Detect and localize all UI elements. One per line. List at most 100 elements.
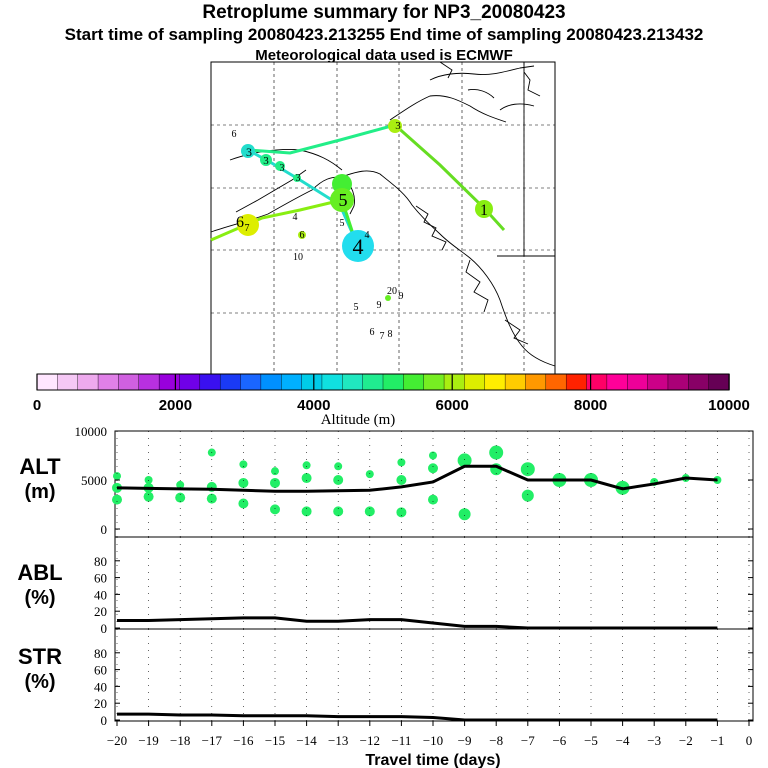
alt-cluster-point xyxy=(176,480,185,489)
alt-cluster-point xyxy=(457,453,472,468)
x-tick-label: −13 xyxy=(328,733,348,748)
colorbar-cell xyxy=(138,373,160,391)
trajectory-day-label: 20 xyxy=(387,286,397,297)
x-tick-label: −3 xyxy=(647,733,661,748)
colorbar-cell xyxy=(77,373,99,391)
altitude-colorbar: 0 2000 4000 6000 8000 10000 Altitude (m) xyxy=(33,373,750,428)
alt-cluster-point xyxy=(302,461,311,470)
colorbar-cell xyxy=(281,373,303,391)
x-tick-label: −17 xyxy=(202,733,223,748)
alt-cluster-point xyxy=(143,491,154,502)
alt-cluster-point xyxy=(271,467,279,476)
y-tick-label: 10000 xyxy=(75,424,108,439)
trajectory-day-label: 6 xyxy=(236,214,244,231)
panel-label-unit: (%) xyxy=(24,587,55,609)
colorbar-cell xyxy=(606,373,628,391)
colorbar-tick-label: 0 xyxy=(33,397,41,414)
colorbar-cell xyxy=(708,373,730,391)
colorbar-cell xyxy=(199,373,221,391)
trajectory-day-label: 3 xyxy=(263,155,269,167)
trajectory-marker xyxy=(330,188,354,212)
alt-cluster-point xyxy=(239,460,248,469)
alt-cluster-point xyxy=(301,506,312,517)
x-tick-label: −6 xyxy=(552,733,566,748)
trajectory-marker xyxy=(332,174,352,194)
trajectory-day-label: 4 xyxy=(365,230,370,241)
colorbar-cell xyxy=(688,373,710,391)
x-tick-label: −7 xyxy=(521,733,535,748)
panel-label-name: ABL xyxy=(17,560,62,585)
colorbar-tick-label: 4000 xyxy=(297,397,330,414)
colorbar-cell xyxy=(97,373,120,391)
y-tick-label: 80 xyxy=(94,646,107,661)
trajectory-day-label: 4 xyxy=(293,212,298,223)
colorbar-cell xyxy=(423,373,445,391)
panel-label-name: STR xyxy=(18,644,62,669)
x-tick-label: −1 xyxy=(710,733,724,748)
trajectory-day-label: 6 xyxy=(232,129,237,140)
trajectory-day-label: 9 xyxy=(377,300,382,311)
trajectory-marker xyxy=(385,295,391,301)
alt-cluster-point xyxy=(238,498,249,509)
colorbar-cell xyxy=(647,373,669,391)
colorbar-cell xyxy=(443,373,466,391)
colorbar-cell xyxy=(36,373,59,391)
colorbar-cell xyxy=(301,373,323,391)
x-tick-label: −2 xyxy=(679,733,693,748)
alt-cluster-point xyxy=(113,472,121,481)
alt-cluster-point xyxy=(175,492,186,503)
alt-cluster-point xyxy=(521,489,534,502)
panel-label-unit: (m) xyxy=(24,481,55,503)
y-tick-label: 5000 xyxy=(81,473,107,488)
alt-cluster-point xyxy=(301,473,312,484)
alt-cluster-point xyxy=(458,508,471,521)
trajectory-marker xyxy=(388,119,402,133)
colorbar-tick-label: 2000 xyxy=(159,397,192,414)
trajectory-day-label: 8 xyxy=(388,329,393,340)
alt-cluster-point xyxy=(396,507,407,518)
colorbar-cell xyxy=(403,373,425,391)
colorbar-cell xyxy=(484,373,506,391)
y-tick-label: 0 xyxy=(101,621,108,636)
trajectory-line xyxy=(210,198,343,242)
trajectory-day-label: 5 xyxy=(354,302,359,313)
y-tick-label: 80 xyxy=(94,554,107,569)
colorbar-cell xyxy=(504,373,527,391)
alt-mean-line xyxy=(116,464,718,493)
trajectory-marker xyxy=(241,144,255,158)
x-tick-label: −12 xyxy=(360,733,380,748)
trajectory-day-label: 6 xyxy=(300,230,305,241)
x-tick-label: −10 xyxy=(423,733,443,748)
trajectory-marker xyxy=(293,174,301,182)
alt-cluster-point xyxy=(270,477,280,488)
trajectory-markers xyxy=(237,119,493,301)
x-tick-label: −16 xyxy=(233,733,254,748)
colorbar-cell xyxy=(382,373,405,391)
colorbar-cell xyxy=(627,373,649,391)
colorbar-cell xyxy=(219,373,242,391)
x-tick-label: −4 xyxy=(616,733,630,748)
colorbar-tick-label: 8000 xyxy=(574,397,607,414)
trajectory-day-label: 3 xyxy=(296,173,301,184)
trajectory-day-label: 10 xyxy=(293,252,303,263)
trajectory-marker xyxy=(298,231,306,239)
alt-cluster-point xyxy=(206,493,217,504)
panel-label-name: ALT xyxy=(19,454,61,479)
colorbar-cell xyxy=(362,373,384,391)
str-panel xyxy=(114,628,754,722)
trajectory-marker xyxy=(275,161,285,171)
x-tick-label: −18 xyxy=(170,733,190,748)
alt-cluster-point xyxy=(428,494,438,505)
trajectory-marker xyxy=(260,154,272,166)
alt-cluster-point xyxy=(365,470,374,479)
panel-label-unit: (%) xyxy=(24,671,55,693)
x-tick-label: −11 xyxy=(391,733,411,748)
alt-cluster-point xyxy=(333,506,344,517)
trajectory-day-label: 3 xyxy=(280,163,285,174)
trajectory-day-label: 9 xyxy=(399,291,404,302)
trajectory-day-label: 7 xyxy=(380,331,385,342)
y-tick-label: 40 xyxy=(94,679,107,694)
alt-cluster-point xyxy=(520,462,535,477)
